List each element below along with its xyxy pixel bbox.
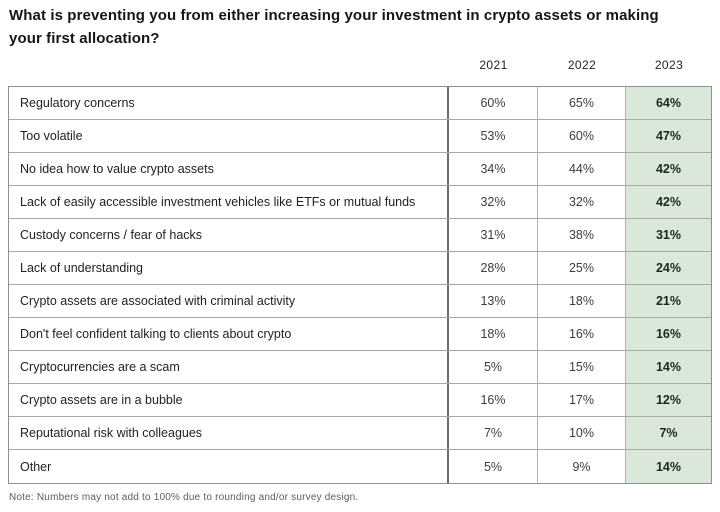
value-2023: 7% <box>626 417 711 449</box>
value-2022: 60% <box>538 120 626 152</box>
value-2022: 65% <box>538 87 626 119</box>
column-header-2022: 2022 <box>567 58 597 72</box>
value-2023: 64% <box>626 87 711 119</box>
value-2023: 31% <box>626 219 711 251</box>
table-row: Reputational risk with colleagues 7% 10%… <box>9 417 711 450</box>
value-2022: 18% <box>538 285 626 317</box>
table-row: Crypto assets are associated with crimin… <box>9 285 711 318</box>
footnote: Note: Numbers may not add to 100% due to… <box>9 492 359 503</box>
column-header-2021: 2021 <box>479 58 508 72</box>
column-header-2023: 2023 <box>654 58 684 72</box>
value-2021: 53% <box>449 120 538 152</box>
row-label: Custody concerns / fear of hacks <box>9 219 449 251</box>
value-2022: 15% <box>538 351 626 383</box>
row-label: Reputational risk with colleagues <box>9 417 449 449</box>
table-row: Regulatory concerns 60% 65% 64% <box>9 87 711 120</box>
value-2022: 16% <box>538 318 626 350</box>
value-2021: 32% <box>449 186 538 218</box>
row-label: Lack of understanding <box>9 252 449 284</box>
value-2022: 32% <box>538 186 626 218</box>
value-2021: 18% <box>449 318 538 350</box>
table-row: Lack of understanding 28% 25% 24% <box>9 252 711 285</box>
value-2023: 47% <box>626 120 711 152</box>
column-headers: 2021 2022 2023 <box>8 58 712 72</box>
value-2021: 7% <box>449 417 538 449</box>
row-label: Other <box>9 450 449 483</box>
value-2021: 5% <box>449 351 538 383</box>
table-row: Other 5% 9% 14% <box>9 450 711 483</box>
row-label: Lack of easily accessible investment veh… <box>9 186 449 218</box>
row-label: Too volatile <box>9 120 449 152</box>
data-table: Regulatory concerns 60% 65% 64% Too vola… <box>8 86 712 484</box>
value-2023: 24% <box>626 252 711 284</box>
row-label: Don't feel confident talking to clients … <box>9 318 449 350</box>
value-2021: 16% <box>449 384 538 416</box>
page-title: What is preventing you from either incre… <box>9 7 659 47</box>
row-label: Cryptocurrencies are a scam <box>9 351 449 383</box>
table-row: Too volatile 53% 60% 47% <box>9 120 711 153</box>
value-2021: 5% <box>449 450 538 483</box>
value-2023: 12% <box>626 384 711 416</box>
value-2023: 21% <box>626 285 711 317</box>
row-label: Regulatory concerns <box>9 87 449 119</box>
table-row: Lack of easily accessible investment veh… <box>9 186 711 219</box>
value-2022: 10% <box>538 417 626 449</box>
row-label: Crypto assets are in a bubble <box>9 384 449 416</box>
value-2021: 28% <box>449 252 538 284</box>
value-2022: 25% <box>538 252 626 284</box>
value-2021: 60% <box>449 87 538 119</box>
value-2022: 44% <box>538 153 626 185</box>
value-2022: 17% <box>538 384 626 416</box>
row-label: Crypto assets are associated with crimin… <box>9 285 449 317</box>
table-row: Don't feel confident talking to clients … <box>9 318 711 351</box>
table-row: Crypto assets are in a bubble 16% 17% 12… <box>9 384 711 417</box>
value-2022: 38% <box>538 219 626 251</box>
table-row: Custody concerns / fear of hacks 31% 38%… <box>9 219 711 252</box>
row-label: No idea how to value crypto assets <box>9 153 449 185</box>
value-2021: 13% <box>449 285 538 317</box>
value-2023: 16% <box>626 318 711 350</box>
value-2023: 42% <box>626 186 711 218</box>
value-2023: 14% <box>626 450 711 483</box>
value-2021: 31% <box>449 219 538 251</box>
table-row: No idea how to value crypto assets 34% 4… <box>9 153 711 186</box>
value-2021: 34% <box>449 153 538 185</box>
value-2022: 9% <box>538 450 626 483</box>
column-header-spacer <box>8 58 449 72</box>
value-2023: 14% <box>626 351 711 383</box>
value-2023: 42% <box>626 153 711 185</box>
table-row: Cryptocurrencies are a scam 5% 15% 14% <box>9 351 711 384</box>
